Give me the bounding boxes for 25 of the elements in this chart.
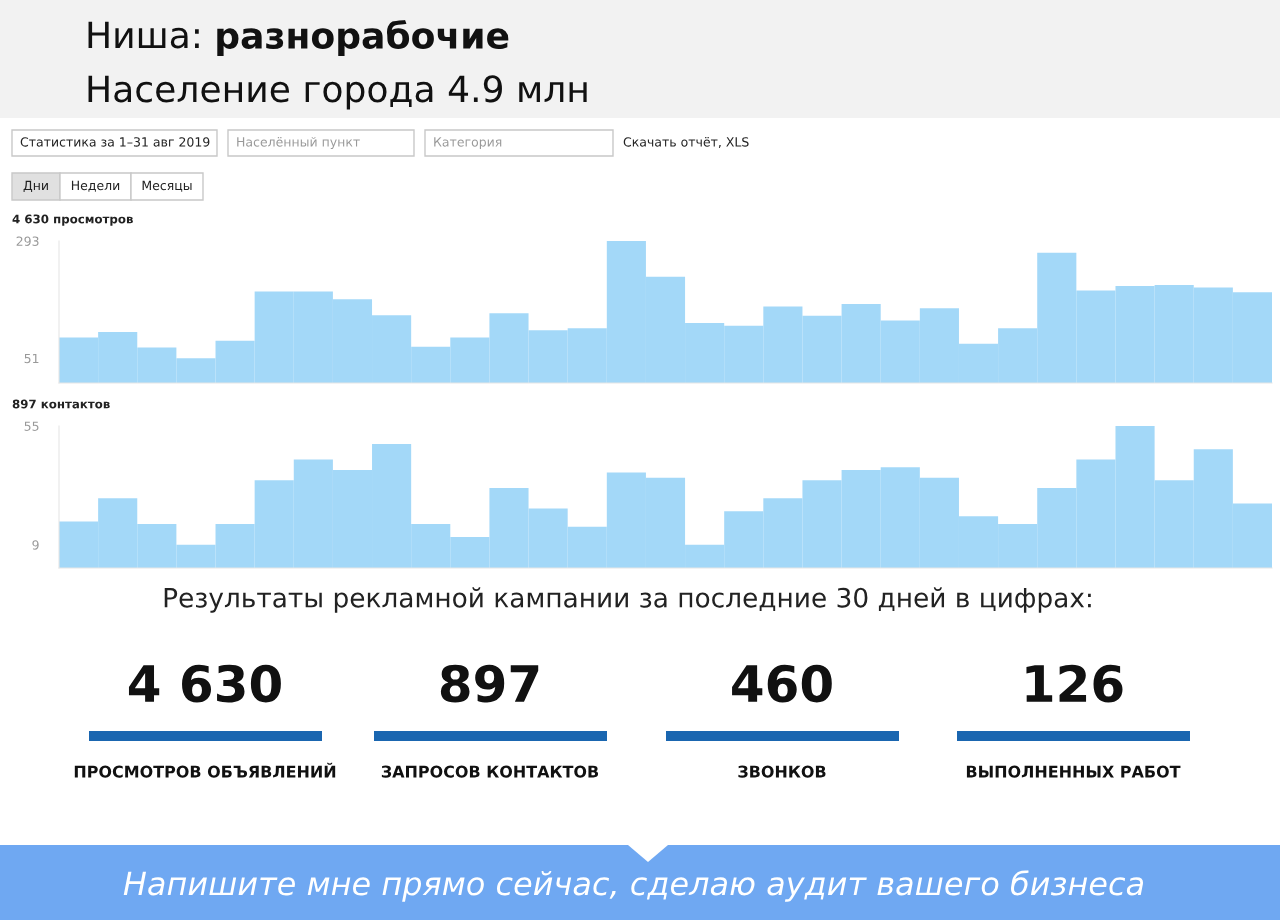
y-tick-label: 51 (24, 353, 39, 364)
text: Население города 4.9 млн (88, 75, 587, 110)
text: 460 (732, 664, 832, 703)
text: 897 (440, 664, 539, 703)
text: Населённый пункт (237, 136, 360, 150)
chart-title: 897 контактов (12, 399, 110, 409)
text: 126 (1026, 664, 1123, 703)
y-tick-label: 293 (16, 236, 39, 246)
y-tick-label: 9 (32, 540, 39, 550)
text: Месяцы (142, 180, 192, 192)
text: ЗВОНКОВ (738, 765, 826, 778)
chart-title: 4 630 просмотров (12, 214, 133, 226)
text: 4 630 (128, 664, 281, 703)
text: Ниша: разнорабочие (88, 19, 509, 57)
text: Дни (23, 180, 48, 192)
text: Категория (434, 137, 502, 150)
text: ВЫПОЛНЕННЫХ РАБОТ (966, 765, 1181, 778)
text: Недели (71, 180, 120, 192)
text: Статистика за 1–31 авг 2019 (20, 137, 210, 147)
text: ЗАПРОСОВ КОНТАКТОВ (381, 765, 599, 778)
text: Напишите мне прямо сейчас, сделаю аудит вашего бизнеса (123, 870, 1144, 902)
text: Результаты рекламной кампании за последние 30 дней в цифрах: (164, 587, 1091, 613)
text: Скачать отчёт, XLS (623, 136, 749, 148)
text: ПРОСМОТРОВ ОБЪЯВЛЕНИЙ (74, 762, 336, 778)
y-tick-label: 55 (24, 421, 39, 431)
